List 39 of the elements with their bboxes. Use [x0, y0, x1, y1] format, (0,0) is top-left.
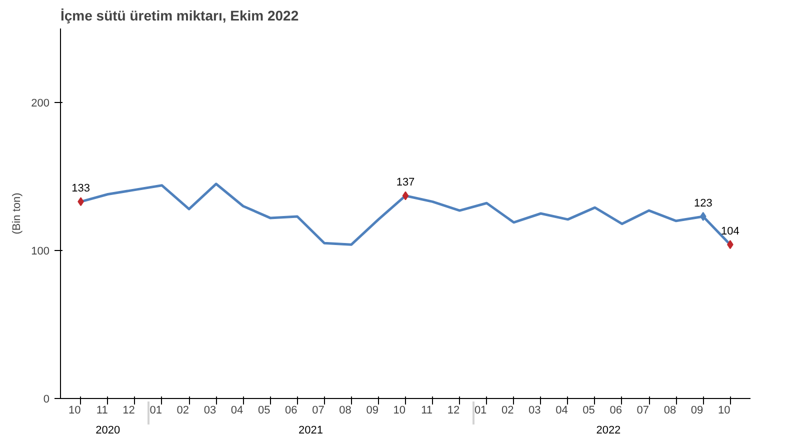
- data-label: 104: [721, 226, 740, 238]
- y-tick-label: 0: [43, 394, 50, 406]
- x-tick-label: 06: [285, 404, 298, 416]
- x-tick-label: 11: [96, 404, 108, 416]
- x-tick-label: 03: [204, 404, 216, 416]
- data-label: 133: [72, 182, 90, 195]
- x-tick-label: 04: [556, 404, 568, 416]
- x-tick-label: 01: [150, 404, 162, 416]
- text: 2020: [96, 424, 120, 436]
- data-label: 137: [396, 176, 415, 189]
- y-tick-label: 200: [31, 98, 50, 110]
- x-tick-label: 07: [312, 404, 324, 416]
- x-tick-label: 09: [366, 404, 378, 416]
- point: [700, 212, 706, 221]
- x-tick-label: 08: [339, 404, 352, 416]
- x-tick-label: 12: [122, 404, 135, 416]
- data-label: 123: [694, 197, 712, 210]
- x-tick-label: 08: [664, 404, 676, 416]
- x-tick-label: 03: [528, 404, 541, 416]
- x-tick-label: 10: [718, 404, 730, 416]
- x-tick-label: 02: [176, 404, 190, 416]
- text: 2022: [596, 424, 621, 436]
- x-tick-label: 07: [636, 404, 650, 416]
- x-tick-label: 02: [502, 404, 514, 416]
- text: 2021: [298, 424, 324, 436]
- x-tick-label: 12: [447, 404, 460, 416]
- point: [402, 191, 409, 200]
- x-tick-label: 05: [582, 404, 595, 416]
- chart-title: İçme sütü üretim miktarı, Ekim 2022: [60, 8, 299, 24]
- x-tick-label: 10: [393, 404, 406, 416]
- x-tick-label: 01: [474, 404, 487, 416]
- y-tick-label: 100: [31, 246, 50, 258]
- x-tick-label: 06: [610, 404, 622, 416]
- x-tick-label: 11: [421, 404, 433, 416]
- x-tick-label: 10: [68, 404, 81, 416]
- x-tick-label: 05: [258, 404, 270, 416]
- y-axis-title: (Bin ton): [11, 192, 24, 234]
- x-tick-label: 09: [690, 404, 704, 416]
- x-tick-label: 04: [230, 404, 244, 416]
